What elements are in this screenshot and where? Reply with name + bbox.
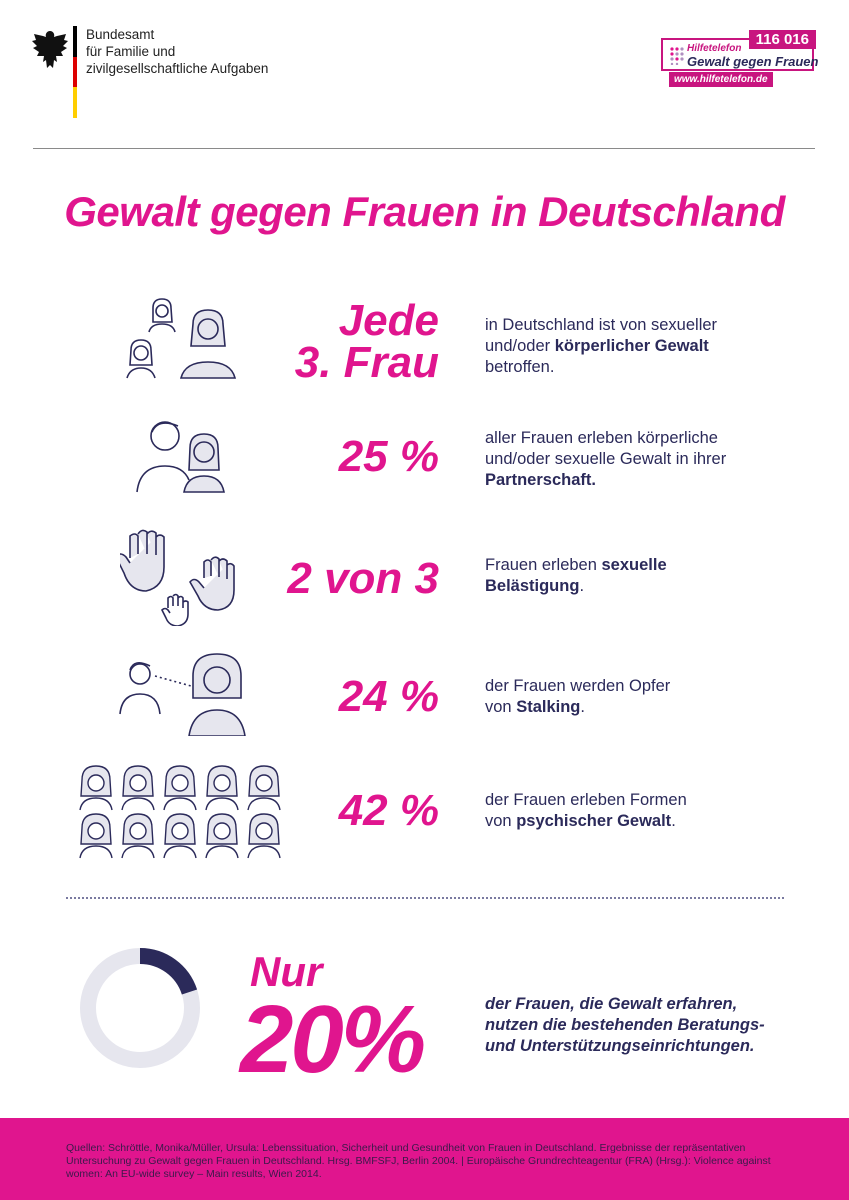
summary-value: 20%	[240, 986, 426, 1093]
hotline-name: Hilfetelefon	[687, 43, 742, 54]
stalker-icon	[119, 653, 246, 736]
stat-description: der Frauen erleben Formen von psychische…	[485, 790, 687, 832]
stat-description: aller Frauen erleben körperliche und/ode…	[485, 428, 726, 491]
ministry-line: zivilgesellschaftliche Aufgaben	[86, 61, 269, 76]
desc-highlight: Belästigung	[485, 577, 580, 595]
flag-black	[73, 26, 77, 57]
ring-fill	[80, 948, 200, 1068]
ministry-line: Bundesamt	[86, 27, 155, 42]
desc-text: aller Frauen erleben körperliche	[485, 429, 718, 447]
german-flag-stripe	[73, 26, 77, 118]
desc-text: .	[671, 812, 676, 830]
stat-value: 25 %	[338, 432, 439, 481]
footer-band	[0, 1118, 849, 1200]
desc-text: in Deutschland ist von sexueller	[485, 316, 718, 334]
summary-line: nutzen die bestehenden Beratungs-	[485, 1016, 765, 1034]
page-title: Gewalt gegen Frauen in Deutschland	[64, 188, 785, 235]
desc-highlight: Stalking	[516, 698, 581, 716]
summary-line: der Frauen, die Gewalt erfahren,	[485, 995, 738, 1013]
desc-text: von	[485, 812, 517, 830]
stat-value-line: 3. Frau	[294, 338, 439, 387]
desc-text: .	[580, 698, 585, 716]
stat-description: Frauen erleben sexuelle Belästigung.	[485, 555, 667, 597]
desc-highlight: körperlicher Gewalt	[554, 337, 709, 355]
stat-value-line: Jede	[338, 296, 439, 345]
dotted-divider	[66, 897, 784, 899]
hotline-title: Gewalt gegen Frauen	[687, 54, 819, 69]
stat-value: 2 von 3	[287, 554, 439, 603]
couple-icon	[136, 421, 225, 493]
ten-women-icon	[79, 765, 281, 859]
summary-label: Nur	[250, 948, 323, 995]
desc-text: der Frauen werden Opfer	[485, 677, 671, 695]
hotline-logo[interactable]: Hilfetelefon Gewalt gegen Frauen 116 016…	[661, 30, 819, 90]
desc-text: .	[579, 577, 585, 595]
stat-value: 24 %	[338, 672, 439, 721]
desc-text: und/oder sexuelle Gewalt in ihrer	[485, 450, 727, 468]
hotline-url[interactable]: www.hilfetelefon.de	[669, 72, 773, 87]
stat-value: 42 %	[338, 786, 439, 835]
stat-value: Jede 3. Frau	[294, 296, 439, 387]
stat-description: der Frauen werden Opfer von Stalking.	[485, 676, 670, 718]
desc-text: und/oder	[485, 337, 555, 355]
hotline-number: 116 016	[748, 30, 816, 49]
federal-eagle-icon	[32, 31, 68, 68]
progress-ring	[80, 948, 200, 1068]
flag-red	[73, 56, 77, 88]
desc-highlight: Partnerschaft.	[485, 471, 596, 489]
desc-highlight: sexuelle	[601, 556, 667, 574]
hands-icon	[120, 529, 235, 626]
desc-text: Frauen erleben	[485, 556, 602, 574]
desc-text: betroffen.	[485, 358, 555, 376]
dots-grid-icon	[670, 47, 684, 65]
desc-text: der Frauen erleben Formen	[485, 791, 687, 809]
stat-description: in Deutschland ist von sexueller und/ode…	[485, 315, 717, 378]
three-women-icon	[126, 298, 237, 379]
flag-gold	[73, 87, 77, 118]
summary-line: und Unterstützungseinrichtungen.	[485, 1037, 755, 1055]
ministry-line: für Familie und	[86, 44, 176, 59]
summary-description: der Frauen, die Gewalt erfahren, nutzen …	[485, 994, 765, 1057]
ministry-name: Bundesamt für Familie und zivilgesellsch…	[86, 26, 268, 77]
sources-text: Quellen: Schröttle, Monika/Müller, Ursul…	[66, 1142, 771, 1180]
desc-highlight: psychischer Gewalt	[516, 812, 672, 830]
header-divider	[33, 148, 815, 149]
desc-text: von	[485, 698, 517, 716]
